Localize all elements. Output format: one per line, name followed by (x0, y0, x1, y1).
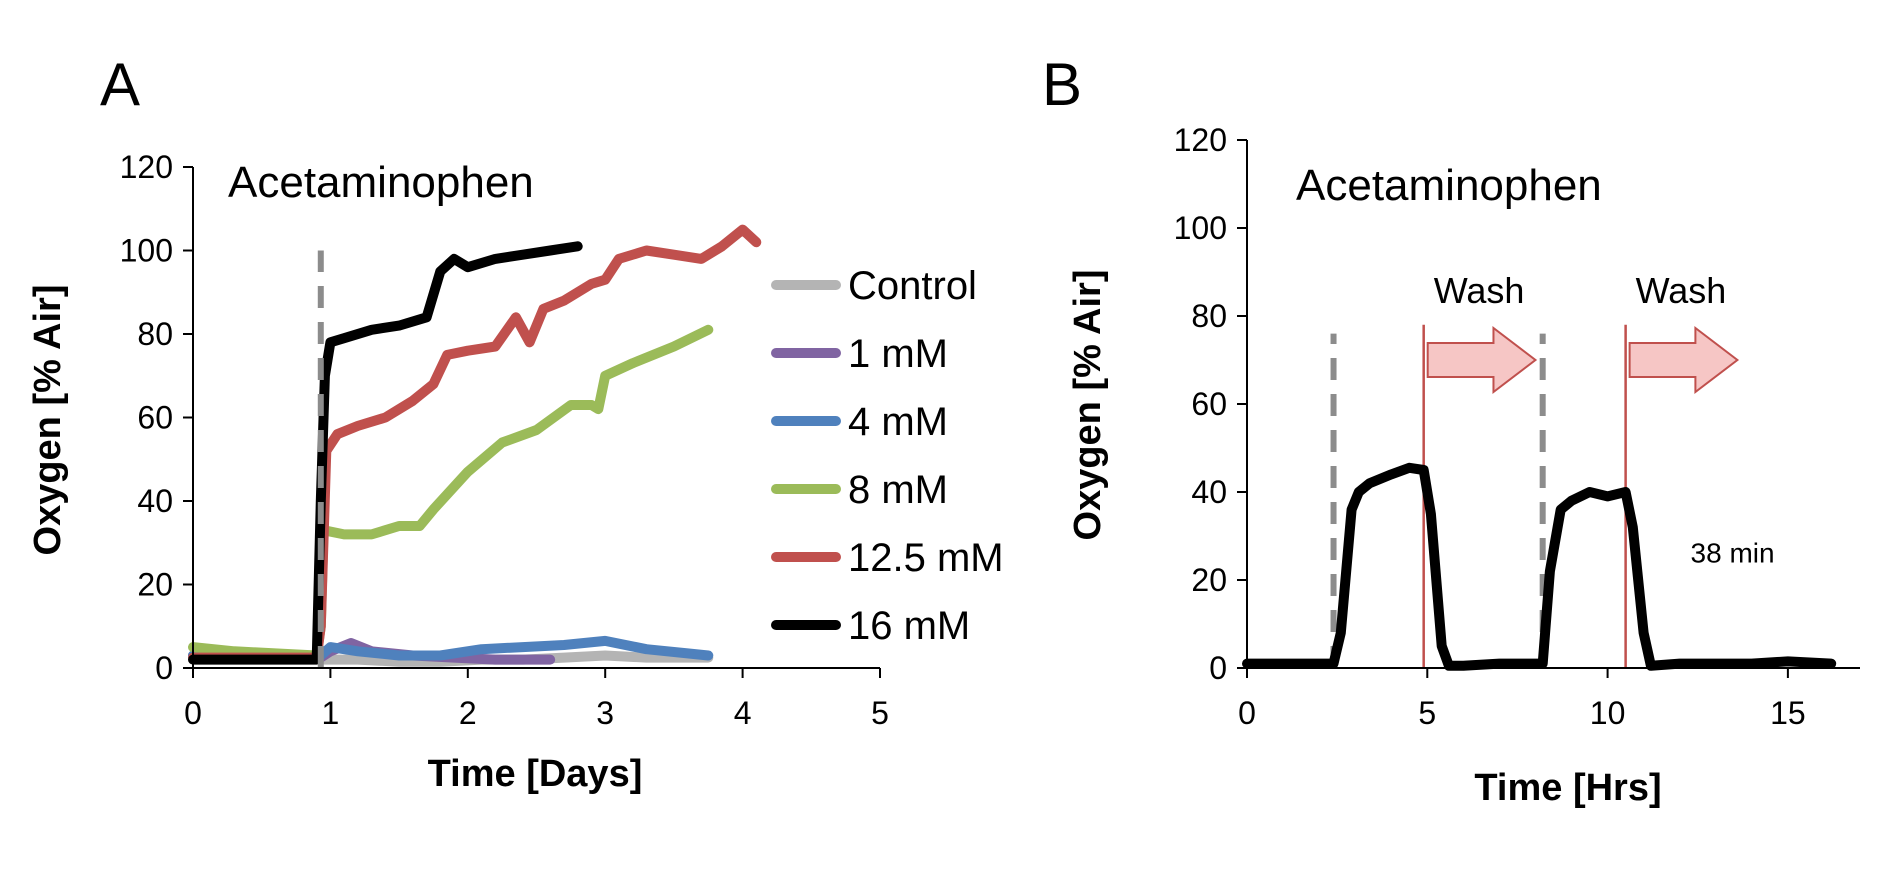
panel-b: B Acetaminophen 0 20 40 60 80 100 120 0 5 10 15 Wa… (1042, 51, 1860, 809)
y-tick-label: 40 (1191, 474, 1227, 510)
y-tick-label: 100 (1174, 210, 1227, 246)
x-tick-label: 0 (1238, 695, 1256, 731)
panel-a-y-axis-title: Oxygen [% Air] (27, 285, 69, 556)
x-tick-label: 0 (184, 695, 202, 731)
y-tick-label: 0 (1209, 650, 1227, 686)
wash-arrow (1426, 325, 1538, 395)
series-line-8-mm (188, 324, 714, 661)
y-tick-label: 120 (1174, 122, 1227, 158)
panel-b-series-group (1242, 462, 1837, 671)
panel-b-letter: B (1042, 51, 1082, 118)
panel-b-axes: 0 20 40 60 80 100 120 0 5 10 15 (1174, 122, 1860, 731)
legend-label: 12.5 mM (848, 536, 1004, 580)
x-tick-label: 5 (1418, 695, 1436, 731)
y-tick-label: 20 (1191, 562, 1227, 598)
series-line-oxygen (1242, 462, 1837, 671)
y-tick-label: 80 (137, 316, 173, 352)
panel-a-legend: Control 1 mM 4 mM 8 mM 12.5 mM 16 mM (771, 264, 1004, 648)
panel-b-y-axis-title: Oxygen [% Air] (1067, 270, 1109, 541)
y-tick-label: 60 (137, 400, 173, 436)
panel-a-x-axis-title: Time [Days] (428, 753, 643, 795)
legend-label: 8 mM (848, 468, 948, 512)
series-line-16-mm (188, 241, 583, 665)
x-tick-label: 1 (322, 695, 340, 731)
x-tick-label: 10 (1590, 695, 1626, 731)
x-tick-label: 5 (871, 695, 889, 731)
panel-b-x-axis-title: Time [Hrs] (1474, 767, 1661, 809)
panel-a-title: Acetaminophen (228, 158, 534, 207)
x-tick-label: 2 (459, 695, 477, 731)
wash-label: Wash (1636, 270, 1727, 311)
legend-label: 4 mM (848, 400, 948, 444)
duration-label: 38 min (1691, 537, 1775, 568)
y-tick-label: 40 (137, 483, 173, 519)
y-tick-label: 60 (1191, 386, 1227, 422)
y-tick-label: 20 (137, 567, 173, 603)
x-tick-label: 4 (734, 695, 752, 731)
x-tick-label: 15 (1770, 695, 1806, 731)
y-tick-label: 100 (120, 233, 173, 269)
wash-arrow (1628, 325, 1740, 395)
y-tick-label: 0 (155, 650, 173, 686)
panel-b-title: Acetaminophen (1296, 161, 1602, 210)
panel-a-series-group (188, 224, 762, 667)
y-tick-label: 80 (1191, 298, 1227, 334)
x-tick-label: 3 (596, 695, 614, 731)
legend-label: 16 mM (848, 604, 970, 648)
legend-label: 1 mM (848, 332, 948, 376)
panel-a: A Acetaminophen 0 20 40 60 80 100 120 0 1 2 3 4 5 Co… (27, 51, 1004, 795)
wash-label: Wash (1434, 270, 1525, 311)
panel-a-axes: 0 20 40 60 80 100 120 0 1 2 3 4 5 (120, 149, 889, 731)
panel-a-letter: A (100, 51, 140, 118)
y-tick-label: 120 (120, 149, 173, 185)
series-line-12-5-mm (188, 224, 762, 663)
panel-b-annotations: Wash Wash 38 min (1426, 270, 1775, 568)
legend-label: Control (848, 264, 977, 308)
